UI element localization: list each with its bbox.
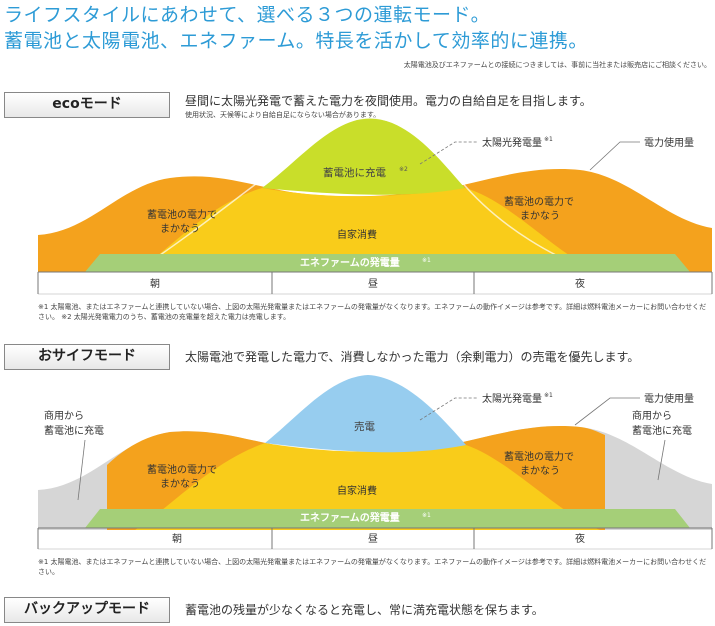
eco-solar-callout-line bbox=[419, 141, 478, 165]
eco-battery-left-line2: まかなう bbox=[160, 223, 200, 235]
saifu-grid-left-line1: 商用から bbox=[44, 409, 84, 422]
eco-battery-right-line2: まかなう bbox=[520, 210, 560, 222]
saifu-solar-callout-line bbox=[419, 397, 478, 421]
headline-line1: ライフスタイルにあわせて、選べる３つの運転モード。 bbox=[4, 4, 491, 26]
saifu-grid-right-callout-line bbox=[657, 439, 666, 481]
backup-mode-description: 蓄電池の残量が少なくなると充電し、常に満充電状態を保ちます。 bbox=[185, 603, 544, 617]
saifu-mode-diagram: 太陽光発電量 ※1 電力使用量 商用から 蓄電池に充電 商用から 蓄電池に充電 … bbox=[37, 375, 713, 550]
eco-mode-label: ecoモード bbox=[4, 92, 170, 118]
saifu-grid-left-callout-line bbox=[77, 439, 86, 501]
saifu-self-consumption-area bbox=[135, 443, 600, 530]
eco-solar-callout-sup: ※1 bbox=[544, 136, 553, 143]
saifu-enefarm-sup: ※1 bbox=[422, 512, 431, 519]
saifu-self-use-label: 自家消費 bbox=[337, 484, 377, 497]
saifu-battery-left-line2: まかなう bbox=[160, 478, 200, 490]
saifu-grid-left-line2: 蓄電池に充電 bbox=[44, 424, 104, 437]
saifu-footnote: ※1 太陽電池、またはエネファームと連携していない場合、上図の太陽光発電量または… bbox=[38, 558, 707, 576]
eco-battery-right-line1: 蓄電池の電力で bbox=[504, 195, 574, 208]
saifu-usage-callout-line bbox=[574, 397, 640, 426]
saifu-enefarm-label: エネファームの発電量 bbox=[300, 511, 400, 524]
saifu-grid-right-line1: 商用から bbox=[632, 409, 672, 422]
eco-charge-sup: ※2 bbox=[399, 166, 408, 173]
eco-self-consumption-area bbox=[135, 188, 600, 272]
eco-enefarm-band bbox=[85, 254, 690, 272]
eco-self-use-label: 自家消費 bbox=[337, 228, 377, 241]
eco-time-noon: 昼 bbox=[368, 278, 378, 290]
eco-footnote: ※1 太陽電池、またはエネファームと連携していない場合、上図の太陽光発電量または… bbox=[38, 303, 707, 321]
eco-enefarm-sup: ※1 bbox=[422, 257, 431, 264]
eco-mode-subdescription: 使用状況、天候等により自給自足にならない場合があります。 bbox=[185, 111, 381, 119]
saifu-time-night: 夜 bbox=[575, 532, 585, 545]
saifu-mode-label: おサイフモード bbox=[4, 344, 170, 370]
saifu-time-noon: 昼 bbox=[368, 533, 378, 545]
eco-battery-left-line1: 蓄電池の電力で bbox=[147, 208, 217, 221]
eco-enefarm-label: エネファームの発電量 bbox=[300, 256, 400, 269]
saifu-solar-callout: 太陽光発電量 bbox=[482, 392, 542, 405]
eco-usage-callout-line bbox=[589, 141, 640, 171]
eco-mode-description: 昼間に太陽光発電で蓄えた電力を夜間使用。電力の自給自足を目指します。 bbox=[185, 94, 592, 108]
eco-solar-curve bbox=[134, 117, 601, 273]
headline-line2: 蓄電池と太陽電池、エネファーム。特長を活かして効率的に連携。 bbox=[4, 30, 588, 52]
eco-time-night: 夜 bbox=[575, 277, 585, 290]
saifu-grid-right-line2: 蓄電池に充電 bbox=[632, 424, 692, 437]
saifu-time-morning: 朝 bbox=[172, 533, 182, 545]
saifu-battery-left-line1: 蓄電池の電力で bbox=[147, 463, 217, 476]
eco-solar-callout: 太陽光発電量 bbox=[482, 136, 542, 149]
saifu-solar-sell-area bbox=[265, 375, 466, 453]
saifu-solar-callout-sup: ※1 bbox=[544, 392, 553, 399]
saifu-battery-right-line1: 蓄電池の電力で bbox=[504, 450, 574, 463]
eco-time-morning: 朝 bbox=[150, 278, 160, 290]
saifu-mode-description: 太陽電池で発電した電力で、消費しなかった電力（余剰電力）の売電を優先します。 bbox=[185, 350, 640, 364]
eco-solar-charge-area bbox=[262, 118, 465, 195]
eco-usage-callout: 電力使用量 bbox=[644, 136, 694, 149]
saifu-usage-callout: 電力使用量 bbox=[644, 392, 694, 405]
eco-mode-diagram: 太陽光発電量 ※1 電力使用量 蓄電池に充電 ※2 蓄電池の電力で まかなう 蓄… bbox=[37, 117, 713, 295]
eco-charge-label: 蓄電池に充電 bbox=[323, 166, 386, 179]
saifu-enefarm-band bbox=[85, 509, 690, 528]
saifu-sell-label: 売電 bbox=[354, 420, 375, 433]
saifu-battery-right-line2: まかなう bbox=[520, 465, 560, 477]
header-note: 太陽電池及びエネファームとの接続につきましては、事前に当社または販売店にご相談く… bbox=[403, 61, 711, 69]
backup-mode-label: バックアップモード bbox=[4, 597, 170, 623]
